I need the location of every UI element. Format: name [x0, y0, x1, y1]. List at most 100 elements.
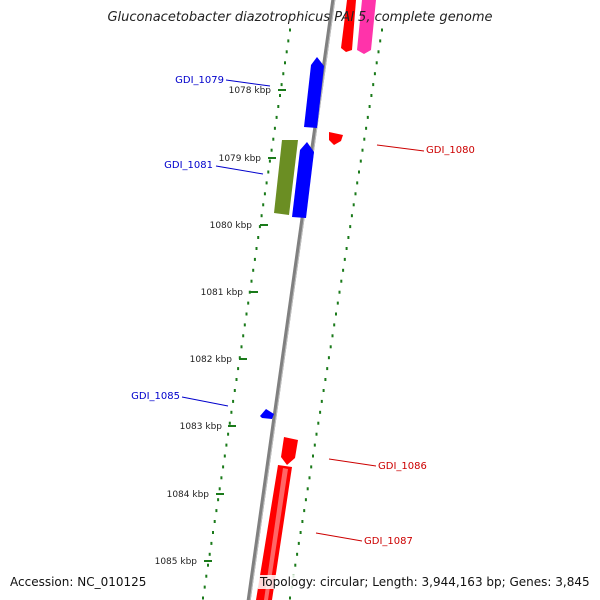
tick-dot — [336, 301, 339, 305]
inner-dot-track — [202, 28, 291, 600]
tick-dot — [361, 148, 364, 152]
tick-dot — [343, 257, 346, 261]
tick-dot — [317, 421, 320, 425]
gene-gdi-1081-blue — [292, 142, 314, 218]
tick-dot — [205, 574, 208, 578]
tick-dot — [289, 596, 291, 600]
tick-dot — [312, 454, 314, 458]
tick-dot — [217, 498, 220, 502]
tick-dot — [207, 563, 209, 567]
tick-dot — [208, 552, 211, 556]
tick-dot — [258, 225, 261, 229]
tick-dot — [349, 225, 352, 229]
tick-dot — [279, 94, 281, 97]
backbone-highlight — [249, 0, 336, 600]
gene-gdi-1086 — [281, 437, 298, 465]
tick-dot — [222, 465, 225, 469]
accession-text: Accession: NC_010125 — [8, 575, 149, 589]
tick-dot — [322, 389, 325, 392]
tick-dot — [248, 290, 251, 294]
tick-dot — [304, 498, 307, 502]
tick-dot — [228, 421, 231, 425]
tick-dot — [320, 399, 323, 403]
gene-leader-line — [376, 144, 425, 152]
tick-dot — [333, 323, 336, 327]
tick-dot — [326, 367, 329, 371]
gene-top-red — [341, 0, 356, 52]
tick-dot — [282, 72, 285, 76]
gene-leader-line — [315, 532, 363, 542]
tick-dot — [227, 432, 230, 436]
tick-dot — [265, 181, 268, 185]
tick-dot — [233, 389, 236, 392]
genome-summary-text: Topology: circular; Length: 3,944,163 bp… — [258, 575, 592, 589]
tick-dot — [370, 94, 373, 97]
tick-dot — [235, 378, 238, 381]
kbp-tick-label: 1078 kbp — [229, 86, 272, 96]
tick-dot — [285, 50, 288, 54]
tick-dot — [308, 476, 311, 480]
tick-dot — [377, 50, 380, 54]
tick-dot — [306, 487, 309, 491]
kbp-tick-label: 1080 kbp — [210, 221, 253, 231]
tick-dot — [368, 105, 371, 108]
kbp-ticks: 1078 kbp 1079 kbp 1080 kbp 1081 kbp 1082 kbp… — [155, 86, 286, 567]
map-title: Gluconacetobacter diazotrophicus PAl 5, … — [107, 10, 493, 25]
tick-dot — [366, 115, 369, 119]
tick-dot — [340, 279, 343, 283]
tick-dot — [342, 268, 345, 272]
tick-dot — [296, 552, 299, 556]
tick-dot — [356, 181, 359, 185]
tick-dot — [245, 312, 248, 316]
gene-leader-line — [328, 458, 377, 467]
tick-dot — [212, 531, 214, 534]
tick-dot — [232, 399, 235, 403]
tick-dot — [260, 214, 263, 218]
tick-dot — [301, 520, 304, 523]
tick-dot — [365, 126, 368, 130]
tick-dot — [303, 509, 306, 513]
kbp-tick-label: 1082 kbp — [190, 355, 233, 365]
gene-leader-line — [181, 396, 229, 407]
tick-dot — [329, 345, 332, 349]
tick-dot — [213, 520, 216, 523]
tick-dot — [375, 61, 378, 65]
tick-dot — [220, 476, 223, 480]
gene-label-gdi-1085: GDI_1085 — [131, 391, 180, 402]
gene-gdi-1080 — [329, 132, 343, 145]
tick-dot — [358, 170, 360, 174]
tick-dot — [238, 356, 241, 360]
gene-gdi-1087-shade — [264, 468, 288, 600]
tick-dot — [310, 465, 313, 469]
gene-label-gdi-1081: GDI_1081 — [164, 160, 213, 171]
kbp-tick-label: 1083 kbp — [180, 422, 223, 432]
tick-dot — [203, 585, 206, 589]
gene-gdi-1079 — [304, 57, 324, 128]
gene-features — [256, 0, 376, 600]
tick-dot — [218, 487, 221, 491]
tick-dot — [262, 203, 265, 207]
tick-dot — [250, 279, 253, 283]
gene-olive — [274, 140, 298, 215]
kbp-tick-label: 1081 kbp — [201, 288, 244, 298]
gene-gdi-1085 — [260, 409, 274, 419]
tick-dot — [240, 345, 243, 349]
tick-dot — [284, 61, 286, 65]
tick-dot — [315, 432, 318, 436]
tick-dot — [230, 410, 233, 414]
gene-top-magenta — [357, 0, 376, 54]
tick-dot — [294, 563, 297, 567]
tick-dot — [354, 192, 357, 196]
gene-leader-line — [215, 165, 264, 175]
tick-dot — [268, 159, 271, 163]
tick-dot — [345, 247, 348, 250]
kbp-tick-label: 1079 kbp — [219, 154, 262, 164]
tick-dot — [273, 126, 276, 130]
tick-dot — [255, 247, 258, 250]
tick-dot — [373, 72, 376, 76]
tick-dot — [253, 257, 256, 261]
tick-dot — [338, 290, 341, 294]
tick-dot-tracks — [202, 28, 383, 600]
